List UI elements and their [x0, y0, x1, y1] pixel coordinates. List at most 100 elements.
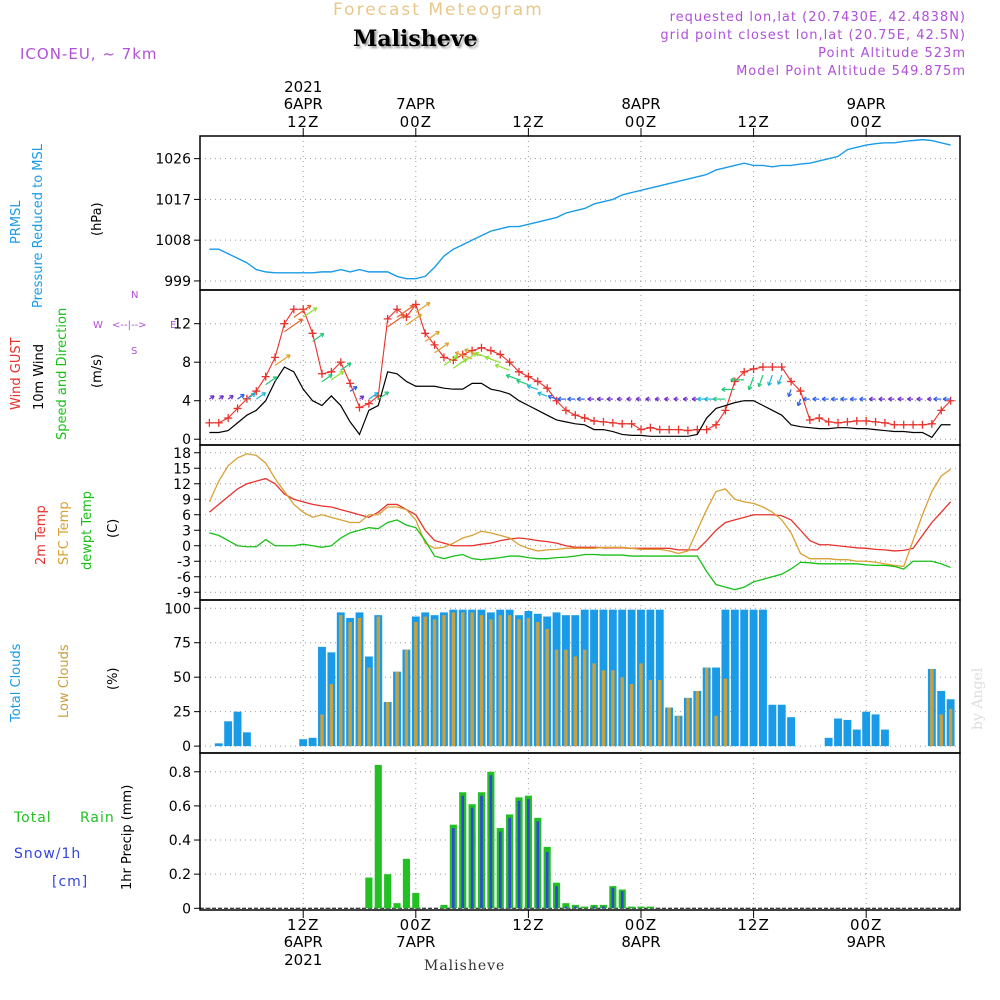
wind-direction-arrow [237, 393, 245, 400]
temp-sfc-line [208, 453, 951, 568]
wind-arrow-head [240, 393, 245, 399]
snow-bar [480, 795, 483, 909]
total-cloud-bar [721, 609, 730, 747]
location-title: Malisheve [353, 26, 478, 52]
wind-arrow-head [576, 396, 581, 402]
gust-marker [646, 423, 655, 432]
requested-coords: requested lon,lat (20.7430E, 42.4838N) [669, 10, 966, 25]
gust-marker [805, 415, 814, 424]
gust-marker [252, 387, 261, 396]
rain-bar [646, 906, 654, 909]
gridpoint-coords: grid point closest lon,lat (20.75E, 42.5… [660, 28, 966, 43]
snow-bar [536, 821, 540, 909]
low-cloud-bar [667, 707, 671, 747]
top-time-label: 00Z [850, 113, 882, 131]
gust-marker [946, 396, 955, 405]
wind-arrow-head [400, 314, 406, 319]
gust-marker [862, 416, 871, 425]
wind-arrow-head [616, 396, 621, 402]
y-tick-label: 1017 [155, 192, 191, 208]
compass-south: S [131, 346, 138, 357]
wind-direction-arrow [455, 351, 473, 360]
gust-marker [468, 346, 477, 355]
wind-arrow-head [757, 382, 763, 388]
wind-direction-arrow [255, 392, 266, 400]
y-tick-label: 100 [164, 601, 191, 617]
rain-bar [562, 903, 570, 909]
low-cloud-bar [564, 649, 568, 747]
wind-arrow-head [346, 362, 352, 367]
y-tick-label: 0.4 [169, 833, 191, 849]
snow-bar [620, 891, 624, 909]
rain-bar [384, 874, 392, 909]
gust-marker [383, 314, 392, 323]
gust-marker [937, 406, 946, 415]
gust-marker [815, 414, 824, 423]
bottom-time-label: 00Z [400, 916, 432, 934]
gust-marker [580, 414, 589, 423]
bottom-year-label: 2021 [284, 951, 322, 969]
wind-arrow-head [606, 396, 611, 402]
gust-marker [740, 367, 749, 376]
gust-marker [364, 399, 373, 408]
y-tick-label: 50 [173, 670, 191, 686]
wind-direction-arrow [265, 376, 278, 386]
wind-arrow-head [916, 396, 921, 402]
wind-arrow-head [516, 379, 521, 384]
snow-bar [508, 817, 511, 909]
bottom-date-label: 9APR [847, 933, 886, 951]
wind-arrow-head [425, 301, 431, 307]
wind-arrow-head [261, 392, 267, 397]
wind-arrow-head [444, 342, 450, 347]
bottom-time-label: 00Z [850, 916, 882, 934]
top-year-label: 2021 [284, 78, 322, 96]
precip-label-cm: [cm] [52, 874, 89, 890]
wind-arrow-head [417, 313, 423, 319]
gust-marker [524, 372, 533, 381]
low-cloud-bar [432, 619, 437, 747]
wind-arrow-head [645, 396, 650, 402]
gust-marker [852, 416, 861, 425]
bottom-date-label: 7APR [396, 933, 435, 951]
gust-marker [627, 419, 636, 428]
gust-marker [411, 300, 420, 309]
total-cloud-bar [299, 739, 308, 747]
low-cloud-bar [554, 649, 559, 747]
top-date-label: 7APR [396, 95, 435, 113]
wind-direction-arrow [246, 392, 256, 400]
top-date-label: 6APR [284, 95, 323, 113]
low-cloud-bar [545, 628, 549, 747]
total-cloud-bar [740, 609, 749, 747]
gust-marker [439, 353, 448, 362]
low-cloud-bar [479, 615, 484, 747]
gust-marker [421, 329, 430, 338]
wind-arrow-head [767, 381, 773, 387]
total-cloud-bar [242, 732, 251, 747]
low-cloud-bar [404, 649, 409, 747]
gust-marker [496, 350, 505, 359]
wind-arrow-head [210, 395, 215, 400]
gust-marker [590, 416, 599, 425]
wind-arrow-head [526, 384, 532, 390]
wind-arrow-head [878, 396, 883, 402]
low-cloud-bar [930, 668, 934, 747]
low-cloud-bar [414, 622, 418, 747]
wind-direction-arrow [758, 374, 764, 387]
total-cloud-bar [768, 704, 777, 747]
gust-marker [233, 404, 242, 413]
low-cloud-bar [498, 615, 502, 747]
gust-marker [205, 418, 214, 427]
compass-arrows: <--|--> [112, 320, 147, 331]
gust-marker [261, 372, 270, 381]
low-cloud-bar [376, 616, 380, 747]
gust-marker [683, 426, 692, 435]
snow-bar [555, 886, 558, 909]
rain-bar [637, 906, 645, 909]
y-tick-label: 0.2 [169, 867, 191, 883]
wind-direction-arrow [748, 376, 755, 390]
wind-arrow-head [888, 396, 893, 402]
wind-arrow-head [384, 391, 389, 396]
gust-marker [871, 417, 880, 426]
y-tick-label: 999 [164, 274, 191, 290]
gust-marker [336, 358, 345, 367]
